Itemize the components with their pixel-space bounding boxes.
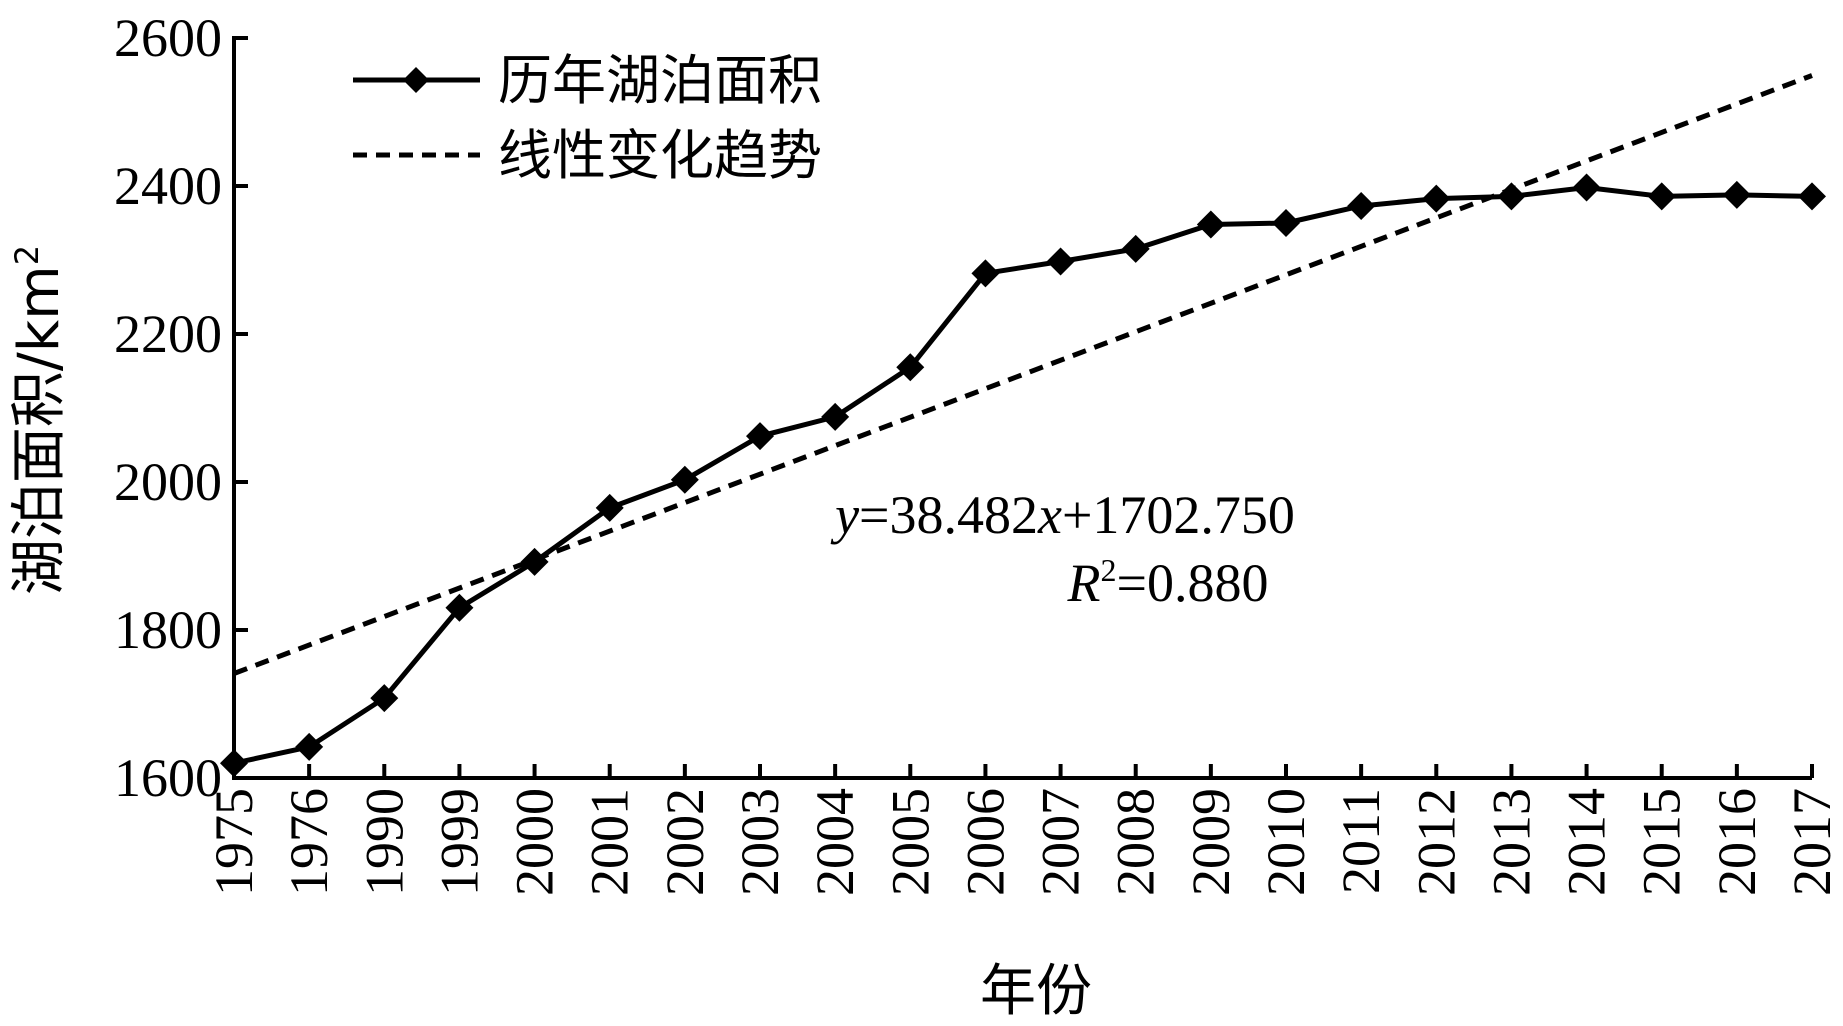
y-tick-label: 2200: [114, 304, 222, 364]
y-tick-label: 1800: [114, 600, 222, 660]
x-tick-label: 2016: [1707, 788, 1767, 896]
data-point-marker: [1572, 173, 1601, 202]
data-point-marker: [896, 353, 925, 382]
r2-value: =0.880: [1117, 553, 1269, 613]
x-tick-label: 2012: [1406, 788, 1466, 896]
x-tick-label: 2001: [580, 788, 640, 896]
y-axis-label-main: 湖泊面积/km: [7, 265, 72, 595]
data-point-marker: [1422, 184, 1451, 213]
data-point-marker: [1046, 247, 1075, 276]
x-tick-label: 2015: [1632, 788, 1692, 896]
y-ticks: 1600 1800 2000 2200 2400 2600: [114, 8, 248, 808]
x-tick-label: 2000: [505, 788, 565, 896]
x-tick-label: 1976: [279, 788, 339, 896]
data-point-marker: [821, 402, 850, 431]
data-point-marker: [520, 547, 549, 576]
eq-x-var: x: [1037, 485, 1062, 545]
x-tick-label: 2009: [1181, 788, 1241, 896]
y-tick-label: 2000: [114, 452, 222, 512]
x-tick-label: 1999: [429, 788, 489, 896]
data-point-marker: [1347, 191, 1376, 220]
r2-R: R: [1067, 553, 1101, 613]
x-tick-label: 2004: [805, 788, 865, 896]
x-tick-label: 2014: [1557, 788, 1617, 896]
x-tick-label: 2003: [730, 788, 790, 896]
x-tick-label: 1975: [204, 788, 264, 896]
legend-diamond-icon: [403, 67, 429, 93]
data-point-marker: [1121, 234, 1150, 263]
data-point-marker: [1196, 210, 1225, 239]
eq-part-2: +1702.750: [1062, 485, 1295, 545]
data-point-marker: [295, 732, 324, 761]
lake-area-line: [233, 184, 1813, 766]
data-point-marker: [1722, 180, 1751, 209]
data-point-marker: [220, 749, 248, 778]
data-point-marker: [445, 593, 474, 622]
lake-area-markers: [220, 173, 1826, 778]
y-tick-label: 2600: [114, 8, 222, 68]
y-axis-label-sup: 2: [8, 245, 46, 265]
x-tick-label: 2007: [1031, 788, 1091, 896]
y-tick-label: 2400: [114, 156, 222, 216]
y-tick-label: 1600: [114, 748, 222, 808]
x-tick-label: 2008: [1106, 788, 1166, 896]
x-tick-label: 2005: [880, 788, 940, 896]
legend: 历年湖泊面积 线性变化趋势: [353, 49, 822, 187]
legend-trend-label: 线性变化趋势: [498, 124, 822, 187]
regression-equation: y=38.482x+1702.750: [830, 485, 1295, 545]
data-point-marker: [370, 684, 399, 713]
x-tick-label: 2013: [1481, 788, 1541, 896]
data-point-marker: [1497, 182, 1526, 211]
x-tick-label: 2011: [1331, 788, 1391, 894]
x-tick-label: 1990: [354, 788, 414, 896]
x-tick-label: 2006: [955, 788, 1015, 896]
data-point-marker: [595, 493, 624, 522]
legend-series-label: 历年湖泊面积: [498, 49, 822, 112]
data-point-marker: [746, 422, 774, 451]
data-point-marker: [1272, 209, 1300, 237]
data-point-marker: [1798, 182, 1826, 211]
r-squared-annotation: R2=0.880: [1067, 552, 1269, 613]
eq-part-1: =38.482: [859, 485, 1038, 545]
x-axis-label: 年份: [980, 959, 1092, 1024]
r2-sup: 2: [1101, 552, 1117, 588]
axes: [232, 36, 1812, 780]
trend-line: [233, 73, 1813, 676]
x-tick-label: 2002: [655, 788, 715, 896]
x-tick-label: 2017: [1782, 788, 1842, 896]
data-point-marker: [971, 259, 1000, 288]
data-point-marker: [1647, 182, 1676, 211]
eq-y-var: y: [830, 485, 859, 545]
x-tick-label: 2010: [1256, 788, 1316, 896]
y-axis-label: 湖泊面积/km2: [7, 245, 72, 595]
x-ticks: 1975 1976 1990 1999 2000 2001 2002 2003 2004 2005…: [204, 764, 1842, 896]
data-point-marker: [670, 465, 699, 494]
